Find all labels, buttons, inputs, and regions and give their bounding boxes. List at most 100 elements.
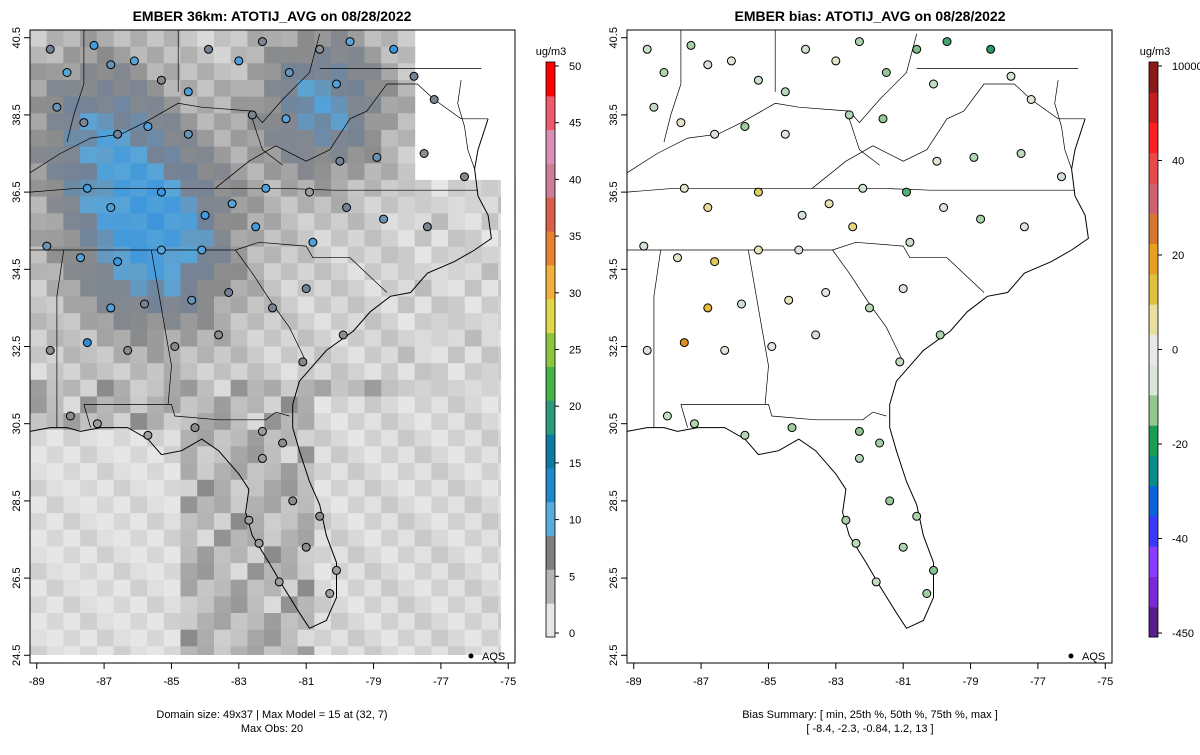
model-cell (163, 496, 182, 514)
model-cell (347, 246, 366, 264)
model-cell (163, 146, 182, 164)
colorbar-swatch (546, 231, 555, 266)
x-tick-label: -81 (895, 676, 911, 688)
model-cell (297, 313, 315, 331)
colorbar-swatch (1149, 273, 1158, 305)
model-cell (314, 379, 332, 398)
model-cell (414, 613, 432, 631)
model-cell (80, 313, 98, 331)
model-cell (230, 479, 248, 498)
model-cell (214, 513, 232, 531)
station-marker (183, 87, 193, 97)
model-cell (414, 563, 432, 581)
model-cell (230, 113, 248, 131)
model-cell (264, 196, 282, 214)
left-legend-dot (468, 653, 474, 659)
model-cell (397, 413, 416, 431)
model-cell (280, 596, 299, 614)
model-cell (214, 463, 232, 481)
model-cell (163, 296, 182, 314)
station-marker (200, 210, 210, 220)
model-cell (297, 379, 315, 398)
model-cell (130, 96, 148, 114)
station-marker (89, 40, 99, 50)
colorbar-tick-label: 10000 (1172, 61, 1200, 73)
model-cell (230, 163, 248, 181)
x-tick-label: -83 (231, 676, 247, 688)
model-cell (130, 129, 148, 148)
model-cell (113, 213, 131, 231)
left-station-markers (42, 37, 469, 598)
model-cell (381, 196, 399, 214)
model-cell (130, 30, 148, 48)
model-cell (280, 613, 299, 631)
model-cell (46, 146, 64, 164)
model-cell (80, 163, 98, 181)
model-cell (180, 429, 198, 448)
model-cell (80, 579, 98, 597)
model-cell (381, 246, 399, 264)
model-cell (431, 563, 449, 581)
model-cell (431, 179, 449, 198)
model-cell (63, 246, 81, 264)
model-cell (147, 213, 165, 231)
x-tick-label: -85 (761, 676, 777, 688)
y-tick-label: 38.5 (11, 104, 23, 125)
model-cell (364, 463, 382, 481)
y-tick-label: 36.5 (608, 181, 620, 202)
model-cell (30, 413, 48, 431)
model-cell (448, 596, 466, 614)
model-cell (448, 496, 466, 514)
colorbar-tick-label: 35 (569, 231, 581, 243)
model-cell (381, 513, 399, 531)
model-cell (448, 213, 466, 231)
model-cell (297, 529, 315, 547)
model-cell (46, 163, 64, 181)
station-marker (662, 411, 672, 421)
model-cell (364, 429, 382, 448)
model-cell (80, 613, 98, 631)
left-state-boundaries (29, 30, 492, 629)
model-cell (96, 363, 115, 381)
model-cell (80, 629, 98, 647)
model-cell (30, 329, 48, 348)
model-cell (63, 529, 81, 547)
model-cell (147, 146, 165, 164)
model-cell (197, 113, 215, 131)
left-footer-line-2: Max Obs: 20 (241, 723, 303, 735)
station-marker (183, 129, 193, 139)
left-raster-cells (30, 30, 516, 664)
model-cell (264, 146, 282, 164)
model-cell (113, 196, 131, 214)
model-cell (247, 313, 265, 331)
model-cell (397, 263, 416, 281)
model-cell (464, 396, 483, 414)
model-cell (113, 496, 131, 514)
model-cell (347, 313, 366, 331)
model-cell (314, 396, 332, 414)
model-cell (347, 296, 366, 314)
colorbar-swatch (546, 603, 555, 638)
station-marker (106, 60, 116, 70)
model-cell (314, 429, 332, 448)
model-cell (347, 96, 366, 114)
station-marker (143, 430, 153, 440)
model-cell (481, 446, 499, 464)
model-cell (113, 463, 131, 481)
model-cell (280, 96, 299, 114)
right-title: EMBER bias: ATOTIJ_AVG on 08/28/2022 (734, 8, 1005, 24)
model-cell (414, 296, 432, 314)
model-cell (264, 513, 282, 531)
y-tick-label: 38.5 (608, 104, 620, 125)
x-tick-label: -85 (164, 676, 180, 688)
model-cell (364, 613, 382, 631)
model-cell (63, 163, 81, 181)
station-marker (197, 245, 207, 255)
boundary-line (457, 80, 475, 170)
model-cell (347, 213, 366, 231)
model-cell (314, 596, 332, 614)
station-marker (244, 515, 254, 525)
model-cell (464, 446, 483, 464)
colorbar-tick-label: 10 (569, 515, 581, 527)
station-marker (372, 152, 382, 162)
